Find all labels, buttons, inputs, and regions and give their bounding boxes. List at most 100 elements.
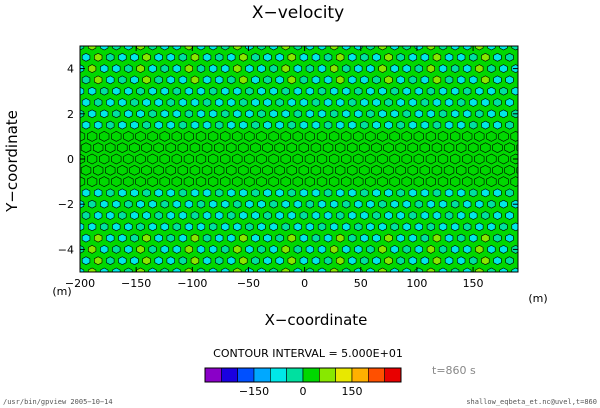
contour-cell — [178, 188, 187, 198]
contour-cell — [323, 211, 333, 220]
contour-cell — [348, 52, 357, 62]
contour-cell — [517, 258, 518, 264]
contour-cell — [142, 256, 151, 266]
contour-cell — [196, 46, 206, 51]
contour-cell — [233, 46, 242, 51]
contour-cell — [209, 267, 218, 272]
contour-cell — [517, 235, 518, 241]
contour-cell — [124, 109, 133, 119]
contour-cell — [245, 64, 254, 73]
contour-cell — [202, 211, 212, 220]
contour-cell — [494, 279, 502, 287]
contour-cell — [281, 86, 290, 96]
contour-cell — [141, 164, 152, 176]
contour-cell — [70, 99, 78, 107]
contour-cell — [257, 46, 266, 51]
contour-cell — [481, 188, 490, 198]
contour-cell — [166, 52, 175, 62]
contour-cell — [317, 109, 327, 119]
contour-cell — [153, 142, 164, 154]
contour-cell — [456, 188, 466, 198]
contour-cell — [112, 267, 121, 272]
contour-cell — [88, 267, 97, 272]
contour-cell — [390, 222, 399, 232]
contour-cell — [268, 131, 279, 142]
contour-cell — [112, 46, 121, 51]
contour-cell — [518, 279, 526, 287]
contour-cell — [329, 245, 339, 254]
contour-cell — [209, 64, 218, 73]
contour-cell — [463, 222, 472, 232]
contour-cell — [408, 52, 417, 62]
contour-cell — [142, 188, 151, 198]
contour-cell — [80, 131, 86, 142]
contour-cell — [402, 222, 411, 232]
contour-cell — [130, 233, 139, 243]
contour-cell — [233, 86, 242, 96]
contour-cell — [486, 153, 497, 165]
contour-cell — [348, 256, 357, 266]
contour-cell — [365, 131, 376, 142]
contour-cell — [275, 211, 284, 220]
contour-cell — [499, 109, 508, 119]
contour-cell — [389, 131, 400, 142]
contour-cell — [407, 142, 418, 154]
contour-cell — [390, 245, 399, 254]
contour-cell — [408, 75, 417, 85]
contour-cell — [209, 199, 218, 209]
contour-cell — [372, 75, 381, 85]
contour-cell — [499, 199, 508, 209]
contour-cell — [456, 211, 466, 220]
contour-cell — [221, 109, 230, 119]
contour-cell — [124, 245, 133, 254]
chart-title: X−velocity — [252, 3, 344, 23]
contour-cell — [335, 256, 345, 266]
contour-cell — [195, 153, 207, 165]
contour-cell — [117, 142, 128, 154]
contour-cell — [402, 245, 411, 254]
contour-cell — [310, 142, 322, 154]
x-tick-label: −50 — [237, 277, 260, 290]
contour-cell — [353, 153, 364, 165]
contour-cell — [160, 245, 169, 254]
contour-cell — [329, 46, 339, 51]
contour-cell — [378, 267, 387, 272]
contour-cell — [281, 46, 290, 51]
contour-cell — [106, 233, 115, 243]
y-tick-label: 2 — [67, 108, 74, 121]
contour-cell — [323, 120, 333, 130]
contour-cell — [401, 176, 412, 187]
colorbar: −150 0 150 — [204, 367, 402, 398]
contour-cell — [100, 46, 109, 51]
contour-cell — [475, 86, 484, 96]
contour-cell — [94, 211, 103, 220]
contour-cell — [524, 268, 532, 276]
contour-cell — [287, 75, 296, 85]
contour-cell — [353, 131, 364, 142]
contour-cell — [334, 142, 346, 154]
contour-cell — [269, 267, 278, 272]
contour-cell — [378, 46, 387, 51]
contour-cell — [371, 164, 382, 176]
contour-cell — [124, 222, 133, 232]
contour-cell — [63, 131, 73, 141]
contour-cell — [263, 52, 272, 62]
contour-cell — [245, 245, 254, 254]
contour-cell — [524, 223, 532, 231]
contour-cell — [287, 98, 296, 107]
contour-cell — [286, 164, 297, 176]
contour-cell — [88, 86, 97, 96]
contour-cell — [378, 64, 387, 73]
contour-cell — [220, 176, 231, 187]
contour-cell — [81, 233, 91, 243]
y-tick-label: 0 — [67, 153, 74, 166]
contour-cell — [106, 98, 115, 107]
contour-cell — [124, 64, 133, 73]
contour-cell — [354, 199, 363, 209]
x-tick-label: 100 — [406, 277, 427, 290]
contour-cell — [124, 86, 133, 96]
contour-cell — [432, 233, 442, 243]
contour-cell — [196, 86, 206, 96]
contour-cell — [293, 46, 302, 51]
contour-cell — [487, 109, 496, 119]
